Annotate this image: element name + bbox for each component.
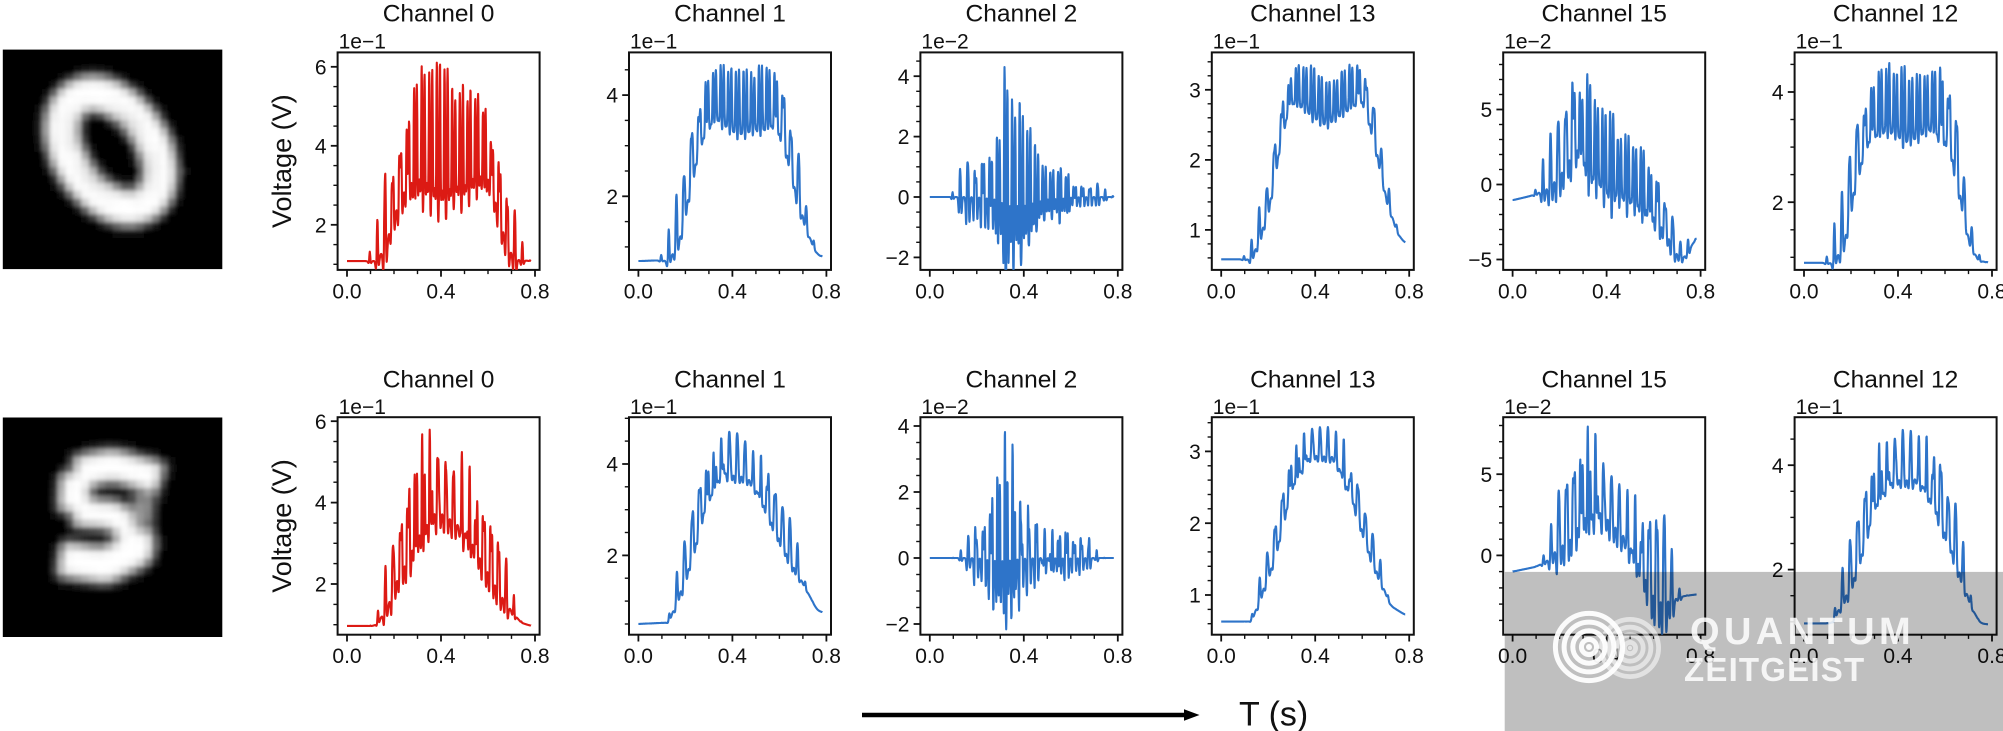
svg-text:Channel 12: Channel 12 (1833, 1, 1958, 28)
svg-text:0.8: 0.8 (812, 645, 841, 668)
svg-text:4: 4 (898, 66, 910, 89)
svg-text:0.4: 0.4 (1009, 645, 1039, 668)
svg-text:0.8: 0.8 (1977, 280, 2003, 303)
svg-text:Voltage (V): Voltage (V) (267, 459, 297, 593)
svg-text:0.4: 0.4 (426, 280, 456, 303)
svg-text:6: 6 (315, 56, 327, 79)
svg-text:1e−2: 1e−2 (921, 31, 968, 54)
svg-text:0.4: 0.4 (718, 280, 748, 303)
svg-text:1e−1: 1e−1 (1796, 31, 1843, 54)
svg-text:2: 2 (898, 482, 910, 505)
svg-text:ZEITGEIST: ZEITGEIST (1684, 651, 1865, 688)
svg-text:0.4: 0.4 (426, 645, 456, 668)
svg-text:0.8: 0.8 (1103, 280, 1132, 303)
svg-text:0: 0 (1481, 174, 1493, 197)
svg-text:4: 4 (1772, 82, 1784, 105)
svg-text:4: 4 (1772, 455, 1784, 478)
svg-text:1e−2: 1e−2 (1504, 396, 1551, 419)
svg-text:0.8: 0.8 (1686, 280, 1715, 303)
svg-text:0.8: 0.8 (1103, 645, 1132, 668)
svg-text:QUANTUM: QUANTUM (1690, 611, 1915, 653)
svg-text:1e−1: 1e−1 (339, 396, 386, 419)
svg-text:2: 2 (606, 545, 618, 568)
svg-text:3: 3 (1189, 79, 1201, 102)
svg-text:Channel 15: Channel 15 (1542, 367, 1667, 394)
svg-text:4: 4 (898, 416, 910, 439)
svg-text:4: 4 (315, 492, 327, 515)
svg-text:4: 4 (606, 85, 618, 108)
svg-text:1e−1: 1e−1 (1796, 396, 1843, 419)
svg-text:0: 0 (1481, 545, 1493, 568)
svg-text:0.4: 0.4 (1592, 280, 1622, 303)
svg-text:0.0: 0.0 (1207, 280, 1236, 303)
svg-text:2: 2 (1772, 192, 1784, 215)
svg-text:0.0: 0.0 (1789, 280, 1818, 303)
svg-text:2: 2 (898, 126, 910, 149)
svg-text:0.4: 0.4 (1009, 280, 1039, 303)
svg-text:0.8: 0.8 (520, 280, 549, 303)
svg-text:−5: −5 (1468, 249, 1492, 272)
svg-text:1e−1: 1e−1 (1213, 396, 1260, 419)
svg-text:0.8: 0.8 (1395, 280, 1424, 303)
svg-text:0.4: 0.4 (1301, 280, 1331, 303)
svg-text:0.8: 0.8 (520, 645, 549, 668)
svg-text:0.8: 0.8 (812, 280, 841, 303)
svg-text:3: 3 (1189, 441, 1201, 464)
svg-text:1e−1: 1e−1 (630, 31, 677, 54)
svg-text:−2: −2 (885, 614, 909, 637)
svg-text:1e−1: 1e−1 (1213, 31, 1260, 54)
svg-text:Channel 0: Channel 0 (383, 1, 495, 28)
svg-text:2: 2 (606, 186, 618, 209)
svg-text:0.4: 0.4 (1883, 280, 1913, 303)
svg-text:1: 1 (1189, 220, 1201, 243)
svg-text:1e−2: 1e−2 (1504, 31, 1551, 54)
svg-text:0.8: 0.8 (1395, 645, 1424, 668)
svg-text:Channel 2: Channel 2 (966, 367, 1078, 394)
svg-text:Channel 12: Channel 12 (1833, 367, 1958, 394)
svg-text:Channel 13: Channel 13 (1250, 1, 1375, 28)
svg-text:0.0: 0.0 (915, 280, 944, 303)
svg-text:2: 2 (315, 574, 327, 597)
svg-text:0: 0 (898, 187, 910, 210)
svg-text:0.4: 0.4 (1301, 645, 1331, 668)
svg-text:0.0: 0.0 (624, 645, 653, 668)
svg-text:0.0: 0.0 (1498, 280, 1527, 303)
svg-text:1e−1: 1e−1 (630, 396, 677, 419)
svg-text:2: 2 (315, 214, 327, 237)
svg-text:1: 1 (1189, 585, 1201, 608)
svg-text:0.0: 0.0 (624, 280, 653, 303)
svg-text:0: 0 (898, 548, 910, 571)
svg-text:0.0: 0.0 (332, 280, 361, 303)
svg-text:Channel 1: Channel 1 (674, 1, 786, 28)
svg-text:0.0: 0.0 (332, 645, 361, 668)
svg-text:5: 5 (1481, 99, 1493, 122)
svg-text:2: 2 (1772, 559, 1784, 582)
svg-text:Channel 15: Channel 15 (1542, 1, 1667, 28)
svg-text:0.4: 0.4 (718, 645, 748, 668)
svg-text:0.0: 0.0 (915, 645, 944, 668)
svg-text:2: 2 (1189, 513, 1201, 536)
svg-text:Channel 2: Channel 2 (966, 1, 1078, 28)
svg-text:1e−2: 1e−2 (921, 396, 968, 419)
svg-text:Channel 13: Channel 13 (1250, 367, 1375, 394)
svg-text:4: 4 (606, 454, 618, 477)
svg-text:Channel 1: Channel 1 (674, 367, 786, 394)
svg-text:−2: −2 (885, 247, 909, 270)
svg-text:T (s): T (s) (1239, 696, 1308, 731)
svg-text:5: 5 (1481, 464, 1493, 487)
svg-text:1e−1: 1e−1 (339, 31, 386, 54)
svg-text:2: 2 (1189, 150, 1201, 173)
svg-text:4: 4 (315, 135, 327, 158)
svg-text:6: 6 (315, 411, 327, 434)
svg-text:0.0: 0.0 (1207, 645, 1236, 668)
svg-text:Channel 0: Channel 0 (383, 367, 495, 394)
svg-text:Voltage (V): Voltage (V) (267, 94, 297, 228)
